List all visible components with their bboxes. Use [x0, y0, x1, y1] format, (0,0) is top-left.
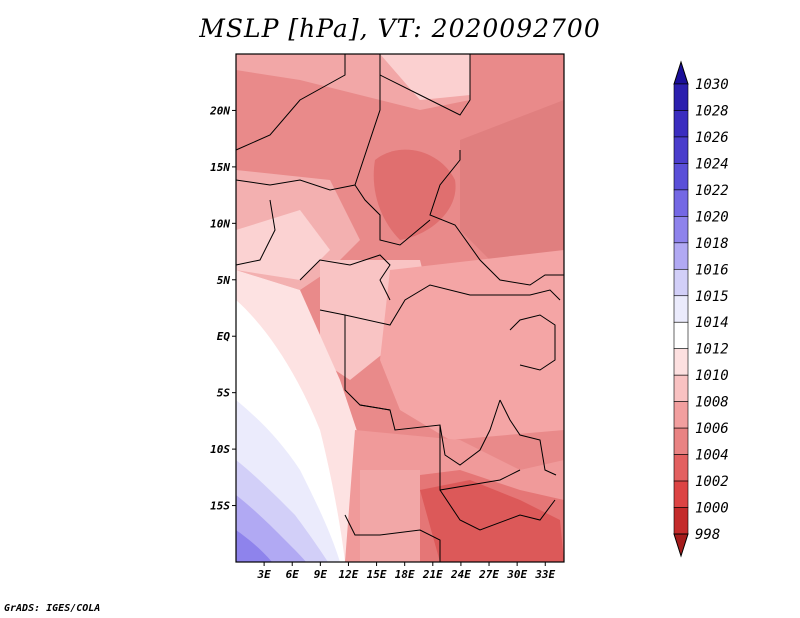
colorbar-swatch [673, 268, 689, 297]
colorbar-label: 1022 [695, 183, 729, 199]
lon-tick-label: 12E [339, 568, 359, 581]
lon-tick-label: 9E [314, 568, 328, 581]
lat-tick-label: 10S [210, 443, 230, 456]
colorbar-label: 1014 [695, 315, 729, 331]
colorbar-swatch [673, 427, 689, 455]
map-title: MSLP [hPa], VT: 2020092700 [199, 14, 601, 43]
colorbar-swatch [673, 454, 689, 482]
lat-tick-label: 20N [209, 104, 230, 117]
lon-tick-label: 24E [450, 568, 471, 581]
colorbar-swatch [673, 242, 689, 270]
lat-tick-label: 15N [210, 161, 230, 174]
colorbar-swatch [673, 216, 689, 244]
lon-tick-label: 33E [534, 568, 555, 581]
colorbar-label: 1010 [695, 368, 729, 384]
longitude-axis: 3E 6E 9E 12E 15E 18E 21E 24E 27E 30E 33E [256, 562, 556, 581]
colorbar-label: 1018 [695, 236, 729, 252]
colorbar-swatch [673, 321, 689, 350]
colorbar-label: 1020 [695, 209, 729, 225]
colorbar-swatch [673, 83, 689, 111]
latitude-axis: 20N 15N 10N 5N EQ 5S 10S 15S [209, 104, 236, 513]
colorbar-swatch [673, 480, 689, 508]
lat-tick-label: 5S [217, 387, 231, 400]
lon-tick-label: 30E [506, 568, 527, 581]
colorbar-label: 1024 [695, 156, 729, 172]
colorbar-swatch [673, 163, 689, 191]
colorbar-label: 1002 [695, 474, 729, 490]
colorbar-label: 1030 [695, 77, 729, 93]
colorbar-label: 1028 [695, 103, 729, 119]
lon-tick-label: 18E [395, 568, 415, 581]
colorbar-swatch [673, 348, 689, 376]
country-borders [235, 54, 564, 562]
map-frame [235, 53, 565, 563]
colorbar-swatch [673, 136, 689, 164]
lat-tick-label: EQ [217, 330, 231, 343]
colorbar-swatch [673, 507, 689, 535]
colorbar-label: 1008 [695, 395, 729, 411]
colorbar-label: 1012 [695, 342, 729, 358]
colorbar-label: 1016 [695, 262, 729, 278]
lon-tick-label: 27E [478, 568, 499, 581]
colorbar-label: 1015 [695, 289, 729, 305]
lat-tick-label: 15S [210, 500, 230, 513]
colorbar-label: 1006 [695, 421, 729, 437]
colorbar: 1030 1028 1026 1024 1022 1020 1018 1016 1015 1014… [673, 60, 729, 558]
lon-tick-label: 6E [286, 568, 300, 581]
lon-tick-label: 3E [256, 568, 271, 581]
colorbar-label: 1004 [695, 448, 729, 464]
colorbar-top-triangle [673, 60, 689, 85]
lon-tick-label: 15E [367, 568, 387, 581]
colorbar-label: 1000 [695, 501, 729, 517]
colorbar-swatch [673, 110, 689, 138]
credit-text: GrADS: IGES/COLA [4, 603, 101, 614]
colorbar-swatch [673, 374, 689, 402]
lat-tick-label: 5N [217, 274, 231, 287]
colorbar-bottom-triangle [673, 533, 689, 558]
lat-tick-label: 10N [210, 217, 230, 230]
colorbar-label: 1026 [695, 130, 729, 146]
colorbar-swatch [673, 189, 689, 217]
colorbar-swatch [673, 401, 689, 429]
colorbar-label: 998 [695, 527, 720, 543]
colorbar-swatch [673, 295, 689, 323]
lon-tick-label: 21E [422, 568, 443, 581]
